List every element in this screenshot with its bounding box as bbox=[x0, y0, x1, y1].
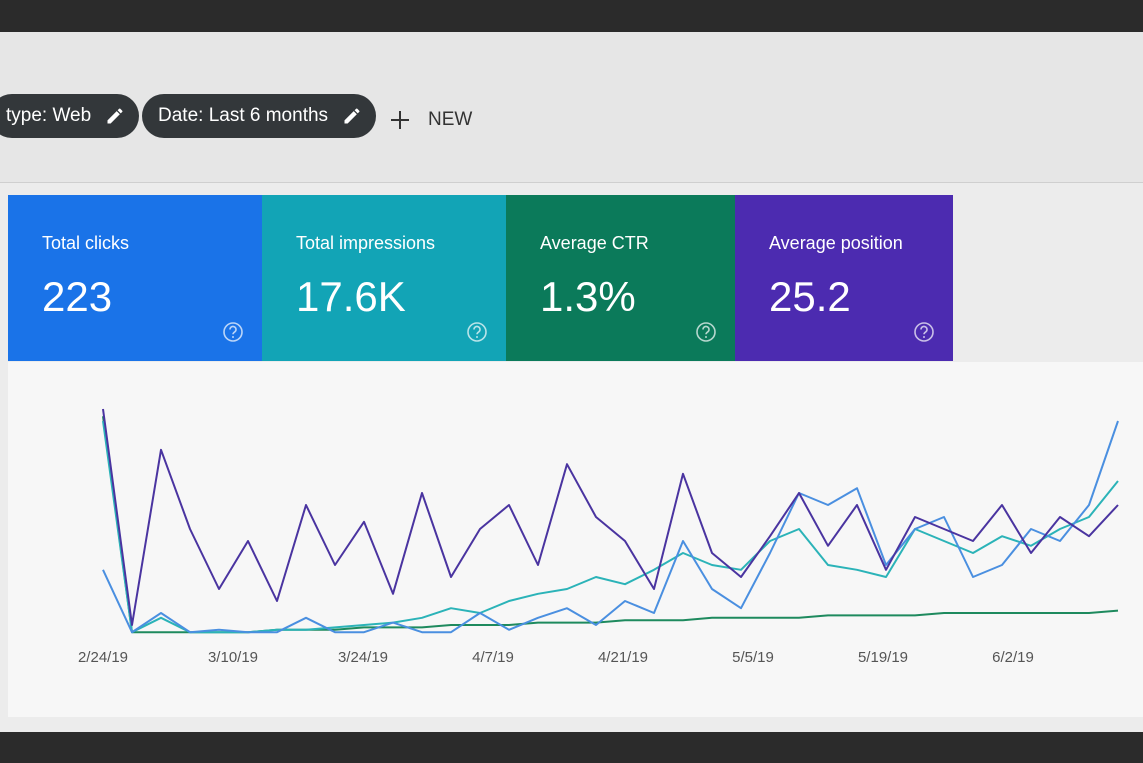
x-tick-label: 6/2/19 bbox=[992, 649, 1034, 666]
metric-label: Average CTR bbox=[540, 233, 649, 253]
new-button[interactable]: NEW bbox=[388, 106, 472, 134]
metric-card[interactable]: Total clicks 223 bbox=[8, 195, 262, 361]
help-icon[interactable] bbox=[695, 321, 717, 343]
metric-value: 25.2 bbox=[769, 273, 851, 320]
metric-value: 17.6K bbox=[296, 273, 406, 320]
new-label: NEW bbox=[428, 109, 473, 130]
help-icon[interactable] bbox=[466, 321, 488, 343]
series-line bbox=[102, 416, 1119, 634]
metric-card[interactable]: Average CTR 1.3% bbox=[506, 195, 735, 361]
metric-value: 223 bbox=[42, 273, 113, 320]
chart-panel: 2/24/19 3/10/19 3/24/19 4/7/19 4/21/19 5/5/19… bbox=[8, 362, 1143, 717]
x-tick-label: 4/21/19 bbox=[598, 649, 648, 666]
metric-label: Average position bbox=[769, 233, 903, 253]
edit-icon bbox=[344, 108, 360, 124]
metric-label: Total impressions bbox=[296, 233, 436, 253]
edit-icon bbox=[107, 108, 123, 124]
x-tick-label: 2/24/19 bbox=[78, 649, 128, 666]
series-line bbox=[102, 408, 1119, 626]
metric-value: 1.3% bbox=[540, 273, 636, 320]
series-line bbox=[102, 420, 1119, 634]
x-tick-label: 5/19/19 bbox=[858, 649, 908, 666]
series-line bbox=[102, 420, 1119, 634]
filter-chip[interactable]: Date: Last 6 months bbox=[142, 94, 377, 138]
help-icon[interactable] bbox=[222, 321, 244, 343]
x-tick-label: 3/24/19 bbox=[338, 649, 388, 666]
metric-card[interactable]: Average position 25.2 bbox=[735, 195, 953, 361]
metric-card[interactable]: Total impressions 17.6K bbox=[262, 195, 506, 361]
chip-label: Date: Last 6 months bbox=[158, 105, 329, 126]
filter-chip[interactable]: type: Web bbox=[0, 94, 140, 138]
x-tick-label: 5/5/19 bbox=[732, 649, 774, 666]
help-icon[interactable] bbox=[913, 321, 935, 343]
screen: type: Web Date: Last 6 months NEW Total … bbox=[0, 32, 1143, 732]
chip-label: type: Web bbox=[6, 105, 92, 126]
toolbar: type: Web Date: Last 6 months NEW bbox=[0, 32, 1143, 183]
metric-label: Total clicks bbox=[42, 233, 130, 253]
plus-icon bbox=[391, 111, 409, 129]
performance-chart: 2/24/19 3/10/19 3/24/19 4/7/19 4/21/19 5/5/19… bbox=[78, 408, 1119, 666]
x-tick-label: 4/7/19 bbox=[472, 649, 514, 666]
x-tick-label: 3/10/19 bbox=[208, 649, 258, 666]
